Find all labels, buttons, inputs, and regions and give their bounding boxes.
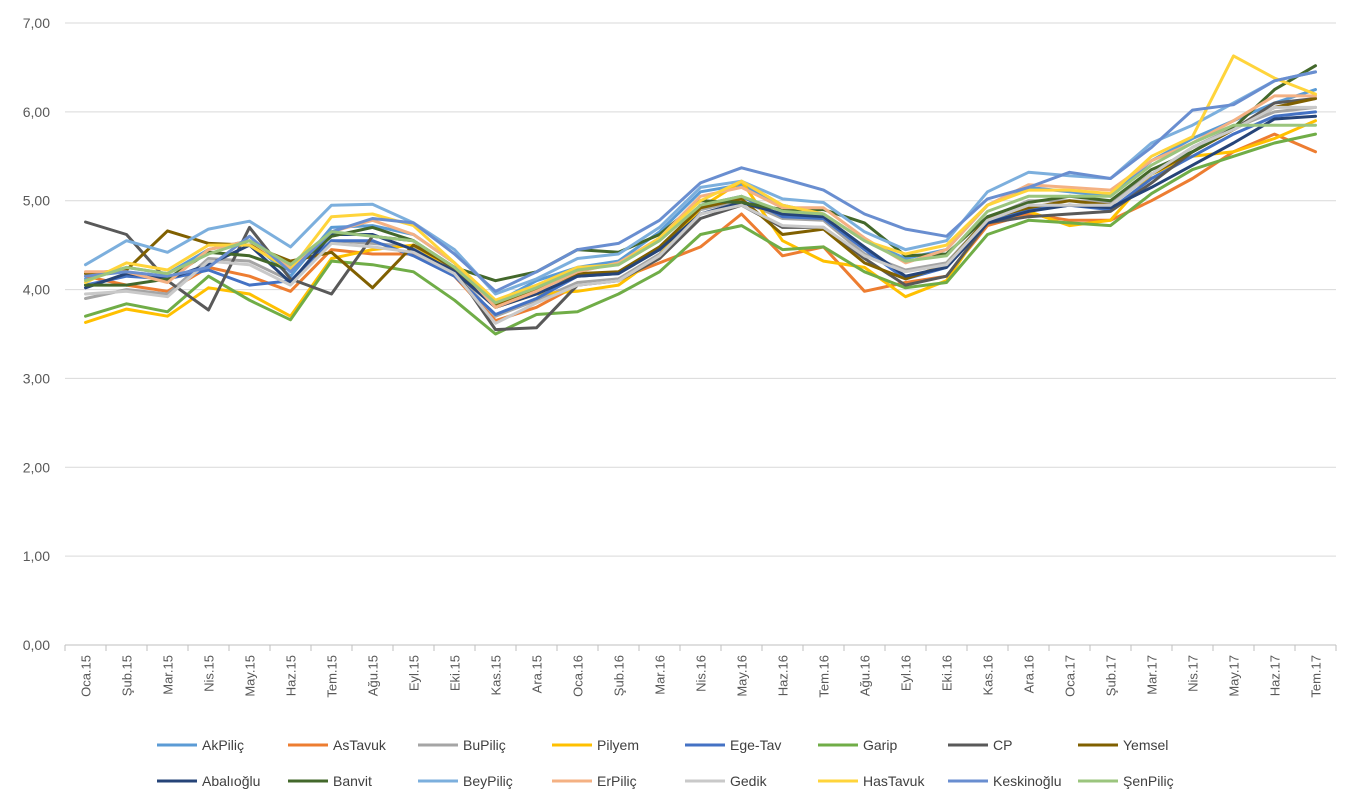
- x-tick-label: Eki.16: [940, 655, 955, 691]
- gridlines: [64, 22, 1337, 651]
- legend-item: ŞenPiliç: [1078, 773, 1174, 789]
- x-tick-label: Eyl.16: [899, 655, 914, 691]
- x-tick-label: Mar.16: [653, 655, 668, 695]
- series-line-12: [84, 105, 1317, 325]
- series-line-5: [84, 132, 1317, 336]
- x-tick-label: Haz.16: [776, 655, 791, 696]
- x-tick-label: May.17: [1227, 655, 1242, 697]
- x-tick-label: Şub.15: [120, 655, 135, 696]
- legend-item: HasTavuk: [818, 773, 925, 789]
- legend-label: Abalıoğlu: [202, 773, 260, 789]
- x-tick-label: Haz.15: [284, 655, 299, 696]
- x-tick-label: Ara.15: [530, 655, 545, 693]
- legend-label: ErPiliç: [597, 773, 637, 789]
- legend-item: Banvit: [288, 773, 372, 789]
- series-line-14: [84, 70, 1317, 293]
- legend-label: BeyPiliç: [463, 773, 513, 789]
- legend-item: Garip: [818, 737, 897, 753]
- legend-item: AsTavuk: [288, 737, 387, 753]
- x-tick-label: Eyl.15: [407, 655, 422, 691]
- legend-item: BuPiliç: [418, 737, 506, 753]
- x-tick-label: Nis.17: [1186, 655, 1201, 692]
- x-tick-label: Mar.15: [161, 655, 176, 695]
- y-tick-label: 7,00: [23, 15, 50, 31]
- legend-label: Ege-Tav: [730, 737, 781, 753]
- x-tick-label: Ağu.15: [366, 655, 381, 696]
- legend-item: BeyPiliç: [418, 773, 513, 789]
- x-tick-label: Mar.17: [1145, 655, 1160, 695]
- y-tick-label: 2,00: [23, 459, 50, 475]
- legend-item: Abalıoğlu: [157, 773, 260, 789]
- y-tick-label: 4,00: [23, 282, 50, 298]
- x-tick-label: May.16: [735, 655, 750, 697]
- legend-item: Yemsel: [1078, 737, 1168, 753]
- legend-label: Yemsel: [1123, 737, 1168, 753]
- x-tick-label: Tem.17: [1309, 655, 1324, 698]
- legend-item: Keskinoğlu: [948, 773, 1062, 789]
- x-tick-label: Oca.17: [1063, 655, 1078, 697]
- x-tick-label: Şub.17: [1104, 655, 1119, 696]
- x-tick-label: Oca.16: [571, 655, 586, 697]
- x-tick-label: Ağu.16: [858, 655, 873, 696]
- legend-label: AkPiliç: [202, 737, 244, 753]
- legend-label: Gedik: [730, 773, 768, 789]
- x-tick-label: Tem.16: [817, 655, 832, 698]
- legend-label: Pilyem: [597, 737, 639, 753]
- x-tick-label: Nis.16: [694, 655, 709, 692]
- legend-label: AsTavuk: [333, 737, 387, 753]
- series-line-6: [84, 97, 1317, 332]
- legend-label: CP: [993, 737, 1012, 753]
- series-line-11: [84, 94, 1317, 309]
- series-line-3: [84, 119, 1317, 324]
- legend-label: HasTavuk: [863, 773, 925, 789]
- legend-label: BuPiliç: [463, 737, 506, 753]
- y-tick-label: 1,00: [23, 548, 50, 564]
- legend-label: Garip: [863, 737, 897, 753]
- legend-label: Keskinoğlu: [993, 773, 1062, 789]
- y-tick-label: 6,00: [23, 104, 50, 120]
- x-tick-label: Haz.17: [1268, 655, 1283, 696]
- legend-item: Gedik: [685, 773, 768, 789]
- legend: AkPiliç AsTavuk BuPiliç Pilyem Ege-Tav Garip C…: [157, 737, 1174, 789]
- x-tick-label: Nis.15: [202, 655, 217, 692]
- series-line-15: [84, 123, 1317, 305]
- y-tick-label: 0,00: [23, 637, 50, 653]
- legend-item: CP: [948, 737, 1012, 753]
- series-lines: [84, 54, 1317, 336]
- x-tick-label: Oca.15: [79, 655, 94, 697]
- y-axis-tick-labels: 0,00 1,00 2,00 3,00 4,00 5,00 6,00 7,00: [23, 15, 50, 653]
- legend-item: Pilyem: [552, 737, 639, 753]
- legend-item: Ege-Tav: [685, 737, 781, 753]
- y-tick-label: 3,00: [23, 370, 50, 386]
- y-tick-label: 5,00: [23, 193, 50, 209]
- x-tick-label: Kas.15: [489, 655, 504, 695]
- x-tick-label: Kas.16: [981, 655, 996, 695]
- legend-item: ErPiliç: [552, 773, 637, 789]
- x-tick-label: Ara.16: [1022, 655, 1037, 693]
- x-tick-label: May.15: [243, 655, 258, 697]
- legend-item: AkPiliç: [157, 737, 244, 753]
- legend-label: ŞenPiliç: [1123, 773, 1174, 789]
- x-axis-tick-labels: Oca.15 Şub.15 Mar.15 Nis.15 May.15 Haz.15 Tem.…: [79, 655, 1324, 698]
- x-tick-label: Tem.15: [325, 655, 340, 698]
- x-tick-label: Şub.16: [612, 655, 627, 696]
- legend-label: Banvit: [333, 773, 372, 789]
- x-tick-label: Eki.15: [448, 655, 463, 691]
